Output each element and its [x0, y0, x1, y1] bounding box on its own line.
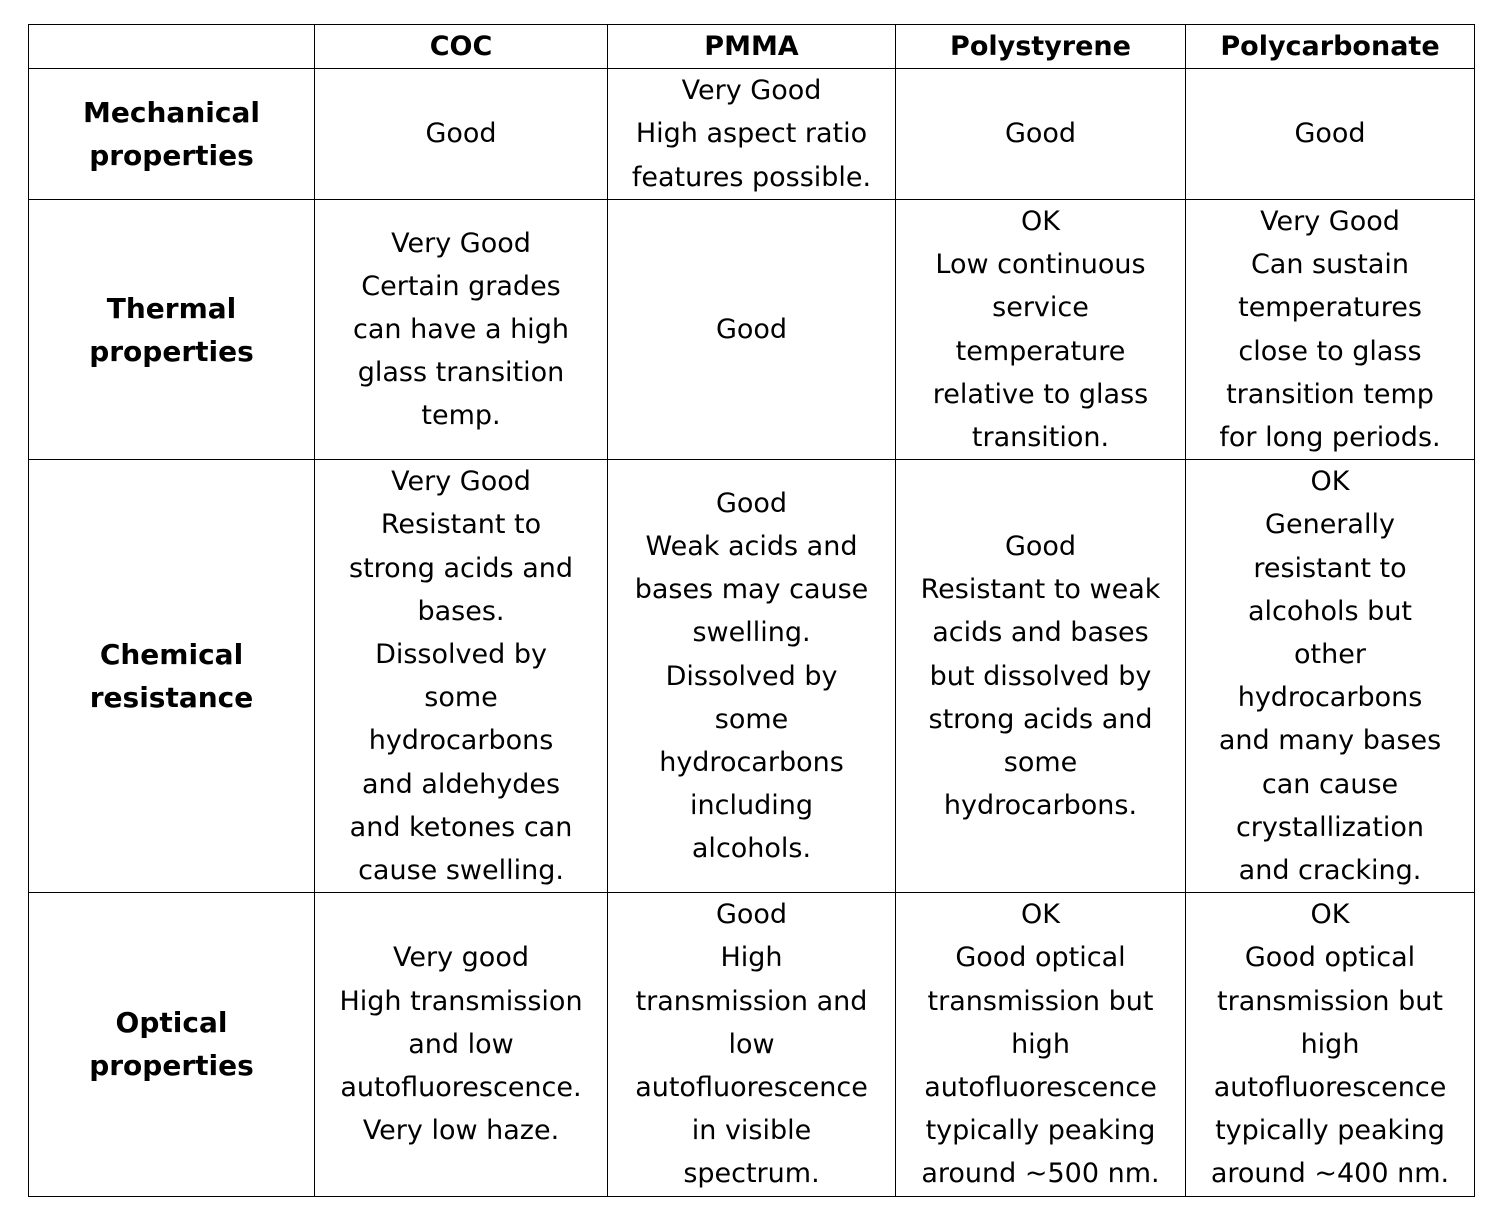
header-row: COC PMMA Polystyrene Polycarbonate — [28, 24, 1475, 69]
cell-optical-polystyrene: OK Good optical transmission but high au… — [895, 892, 1186, 1197]
cell-thermal-polystyrene: OK Low continuous service temperature re… — [895, 198, 1186, 461]
column-header-coc: COC — [314, 24, 608, 69]
cell-mechanical-pmma: Very Good High aspect ratio features pos… — [607, 68, 896, 200]
table-header: COC PMMA Polystyrene Polycarbonate — [28, 24, 1475, 69]
column-header-polystyrene: Polystyrene — [895, 24, 1186, 69]
cell-chemical-coc: Very Good Resistant to strong acids and … — [314, 459, 608, 894]
row-header-chemical: Chemical resistance — [28, 459, 315, 894]
table-body: Mechanical properties Good Very Good Hig… — [28, 68, 1475, 1197]
row-header-mechanical: Mechanical properties — [28, 68, 315, 200]
cell-chemical-polystyrene: Good Resistant to weak acids and bases b… — [895, 459, 1186, 894]
cell-chemical-pmma: Good Weak acids and bases may cause swel… — [607, 459, 896, 894]
row-header-optical: Optical properties — [28, 892, 315, 1197]
cell-optical-pmma: Good High transmission and low autofluor… — [607, 892, 896, 1197]
cell-mechanical-polystyrene: Good — [895, 68, 1186, 200]
table-row-optical: Optical properties Very good High transm… — [28, 892, 1475, 1197]
cell-optical-polycarbonate: OK Good optical transmission but high au… — [1185, 892, 1475, 1197]
comparison-table: COC PMMA Polystyrene Polycarbonate Mecha… — [28, 24, 1475, 1197]
column-header-pmma: PMMA — [607, 24, 896, 69]
cell-chemical-polycarbonate: OK Generally resistant to alcohols but o… — [1185, 459, 1475, 894]
row-header-thermal: Thermal properties — [28, 198, 315, 461]
cell-thermal-pmma: Good — [607, 198, 896, 461]
cell-mechanical-polycarbonate: Good — [1185, 68, 1475, 200]
table-row-thermal: Thermal properties Very Good Certain gra… — [28, 198, 1475, 461]
table-row-mechanical: Mechanical properties Good Very Good Hig… — [28, 68, 1475, 200]
corner-cell — [28, 24, 315, 69]
cell-mechanical-coc: Good — [314, 68, 608, 200]
cell-thermal-polycarbonate: Very Good Can sustain temperatures close… — [1185, 198, 1475, 461]
cell-thermal-coc: Very Good Certain grades can have a high… — [314, 198, 608, 461]
column-header-polycarbonate: Polycarbonate — [1185, 24, 1475, 69]
table-row-chemical: Chemical resistance Very Good Resistant … — [28, 459, 1475, 894]
cell-optical-coc: Very good High transmission and low auto… — [314, 892, 608, 1197]
